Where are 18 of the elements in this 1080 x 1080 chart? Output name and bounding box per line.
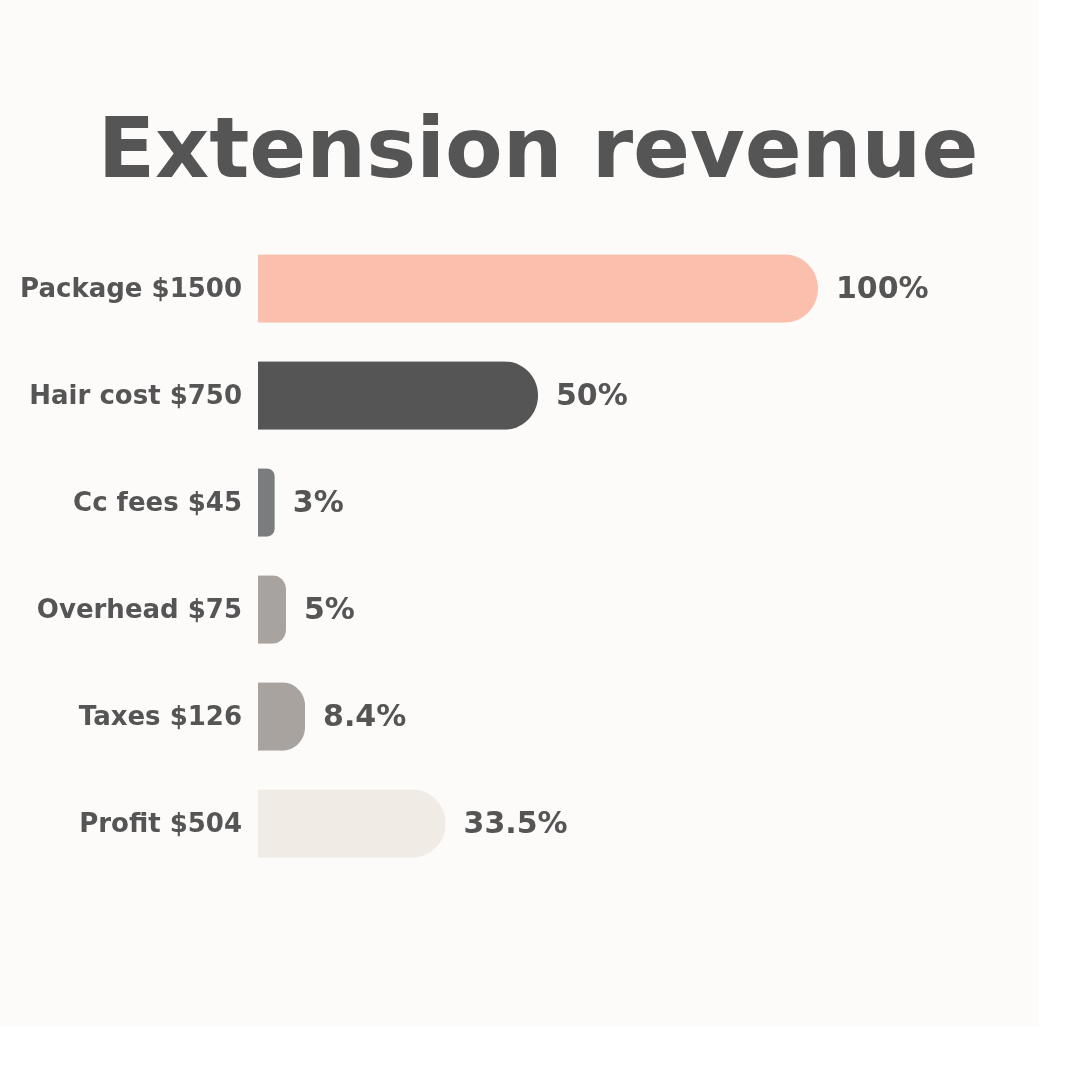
bar <box>258 361 538 430</box>
bar <box>258 575 286 644</box>
y-tick-label: Package $1500 <box>20 272 242 303</box>
data-label: 8.4% <box>323 697 407 733</box>
y-tick-label: Profit $504 <box>79 807 242 838</box>
data-label: 3% <box>292 483 344 519</box>
y-tick-label: Taxes $126 <box>78 700 242 731</box>
y-tick-label: Cc fees $45 <box>73 486 242 517</box>
data-label: 50% <box>556 376 628 412</box>
bar <box>258 682 306 751</box>
chart-title: Extension revenue <box>97 99 979 197</box>
data-label: 33.5% <box>463 804 568 840</box>
data-label: 100% <box>836 269 929 305</box>
y-tick-label: Hair cost $750 <box>29 379 242 410</box>
bar <box>258 254 818 323</box>
data-label: 5% <box>304 590 355 626</box>
bar <box>258 468 275 537</box>
y-tick-label: Overhead $75 <box>36 593 242 624</box>
